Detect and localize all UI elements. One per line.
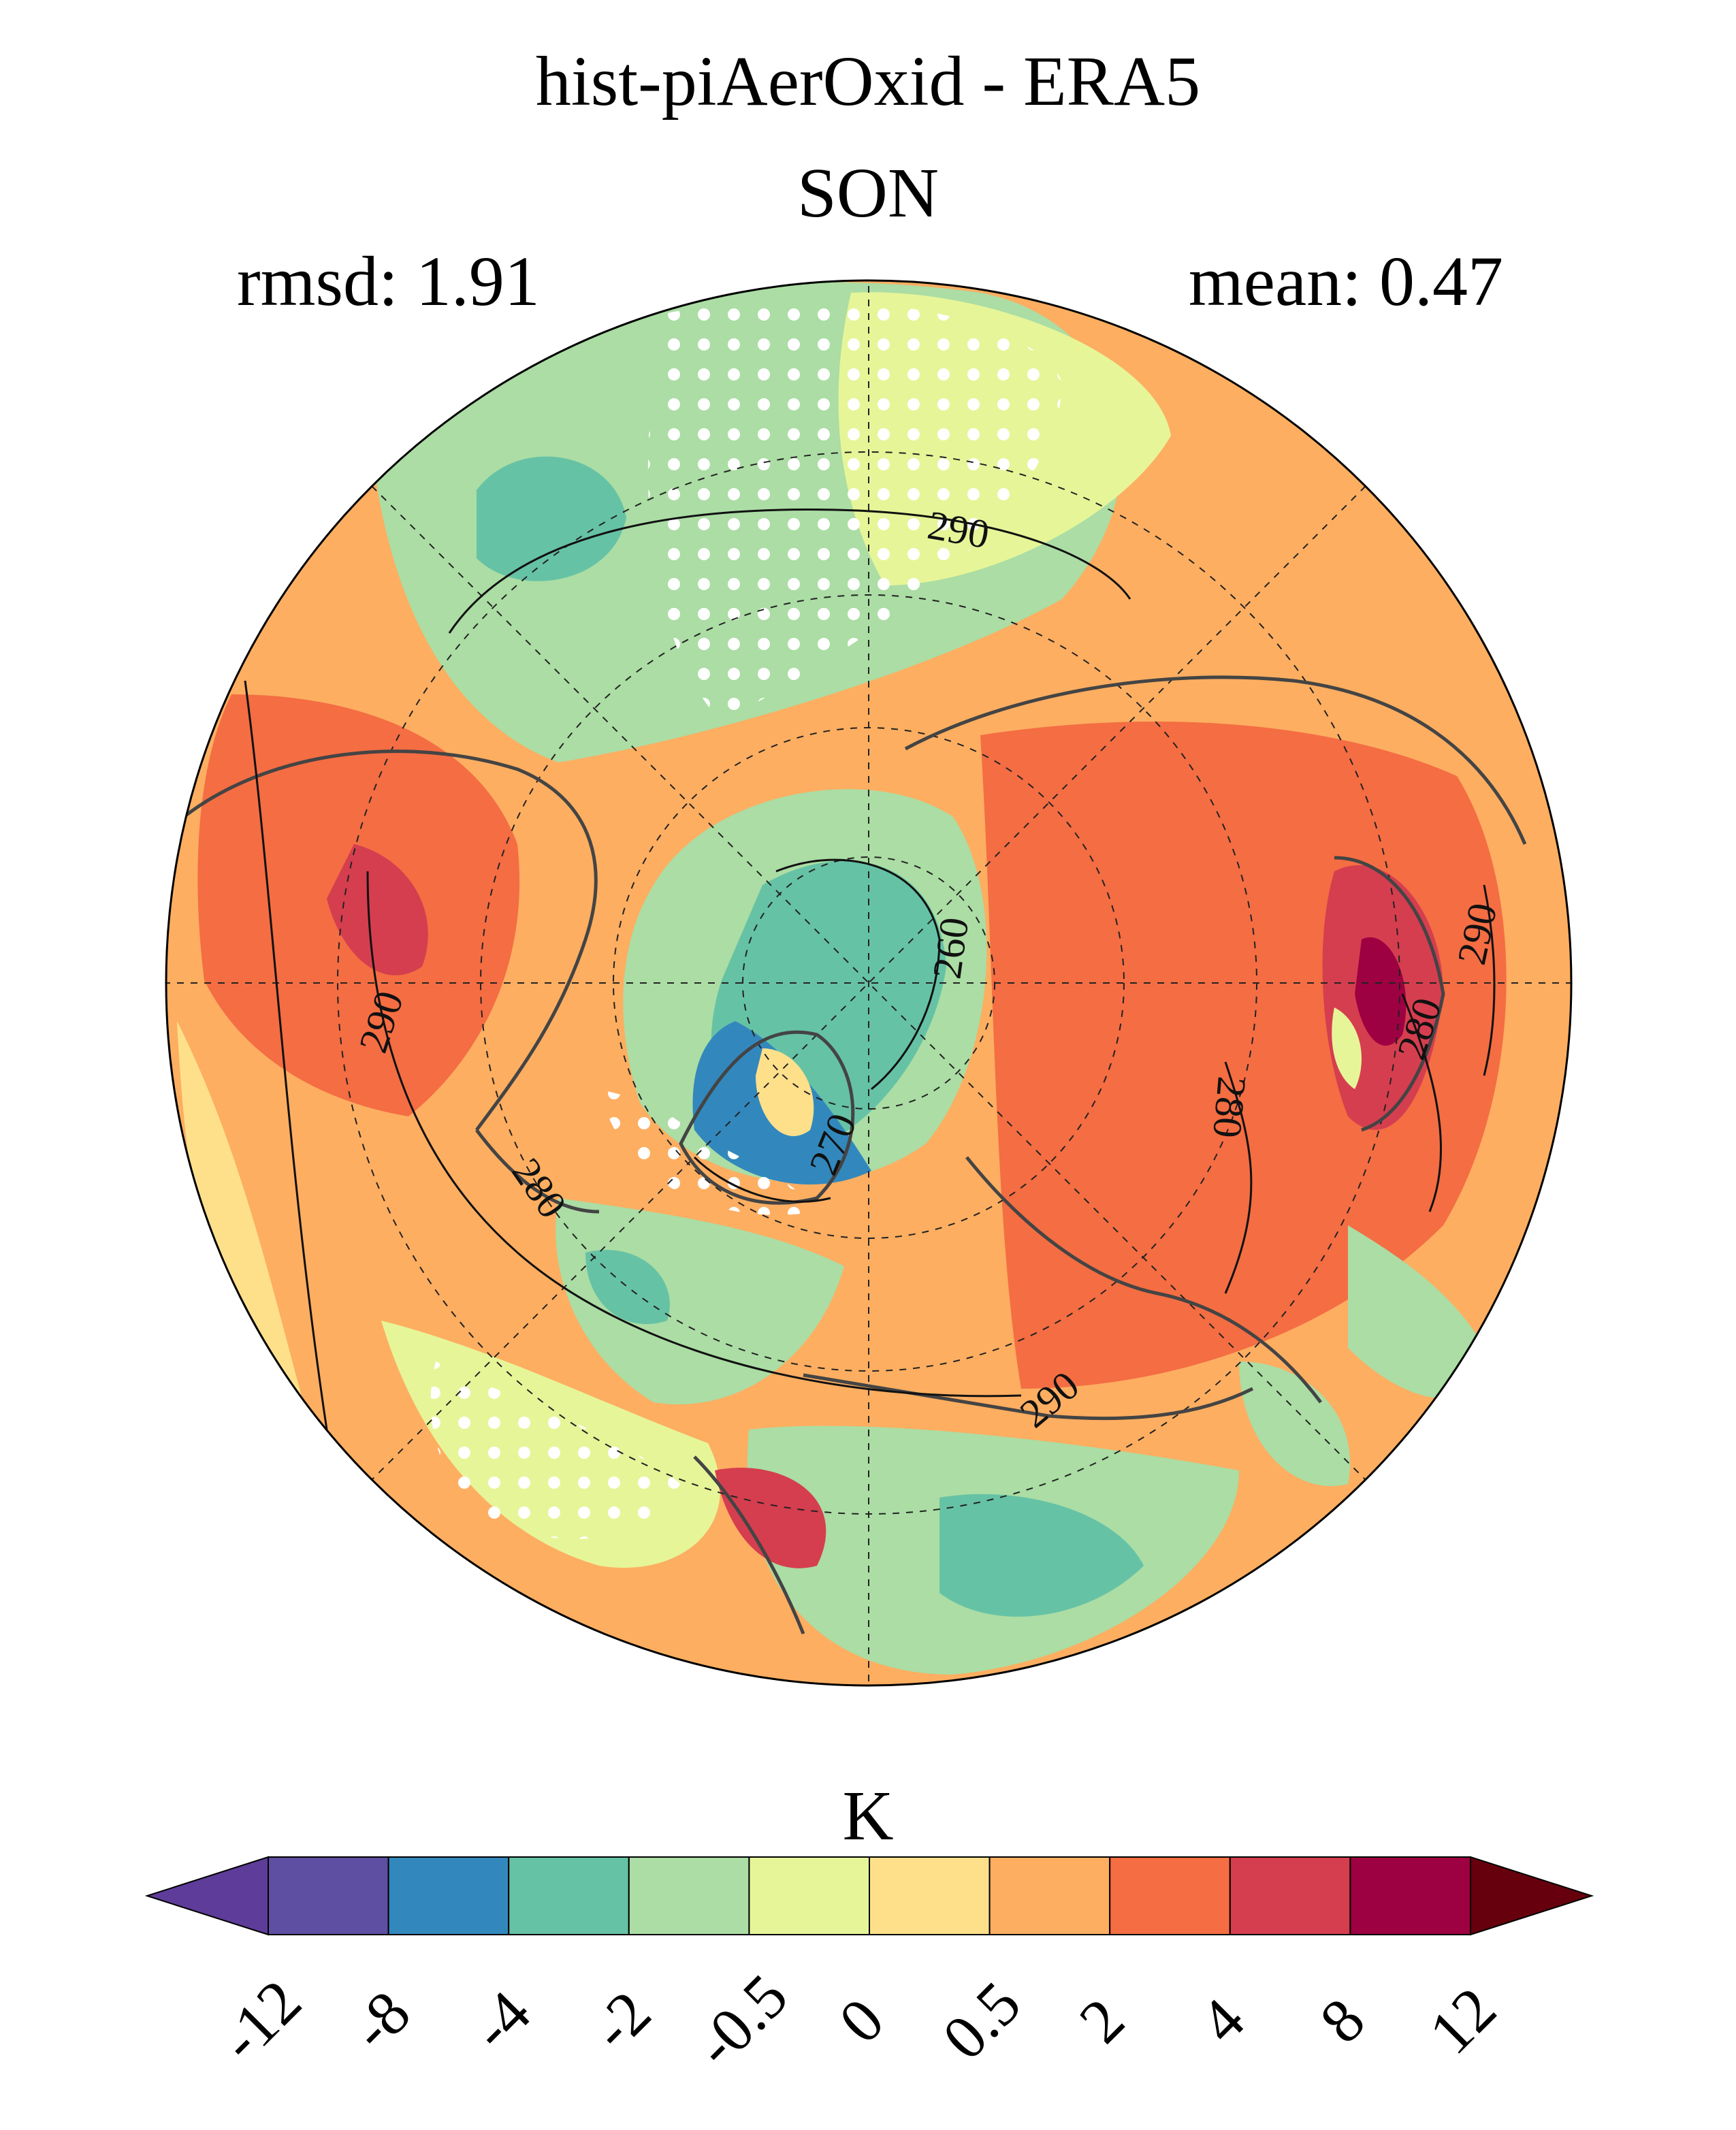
colorbar-tick-label: -12	[206, 1967, 315, 2075]
colorbar-bin	[268, 1856, 389, 1935]
anomaly-region-atlantic-core	[585, 1250, 670, 1325]
rmsd-label: rmsd: 1.91	[237, 242, 540, 321]
contour-label: 260	[925, 914, 978, 981]
stippling-atlantic	[430, 1361, 681, 1539]
colorbar-extend-low	[144, 1856, 269, 1936]
colorbar-tick-label: 12	[1415, 1973, 1509, 2067]
colorbar-bin	[1229, 1856, 1351, 1935]
colorbar-tick-label: 2	[1066, 1985, 1138, 2056]
colorbar-bins	[144, 1856, 1594, 1936]
anomaly-region-greenland	[756, 1048, 814, 1136]
colorbar-tick-labels: -12 -8 -4 -2 -0.5 0 0.5 2 4 8 12	[206, 1961, 1509, 2080]
anomaly-region-west-hot	[327, 844, 428, 975]
colorbar-unit-label: K	[842, 1777, 894, 1855]
colorbar-tick-label: -2	[578, 1978, 664, 2063]
map-boundary	[165, 279, 1573, 1687]
anomaly-region-tibet-hot	[1355, 937, 1407, 1046]
colorbar-extend-high	[1470, 1856, 1594, 1936]
anomaly-region-atlantic	[556, 1198, 844, 1405]
colorbar-tick-label: 0	[826, 1985, 897, 2056]
anomaly-region-middle-east	[1239, 1361, 1351, 1487]
colorbar-tick-label: -4	[457, 1978, 543, 2063]
anomaly-region-tibet-yellow	[1332, 1007, 1362, 1089]
colorbar-bin	[628, 1856, 750, 1935]
colorbar-tick-label: 0.5	[929, 1968, 1033, 2072]
colorbar-bin	[508, 1856, 630, 1935]
colorbar-tick-label: -0.5	[681, 1961, 801, 2080]
anomaly-region-pacific-core	[477, 456, 626, 581]
colorbar-bin	[387, 1856, 510, 1935]
anomaly-region-east-asia	[1348, 1225, 1498, 1399]
colorbar-bin	[748, 1856, 871, 1935]
colorbar-bin	[1349, 1856, 1472, 1935]
polar-map: 290 290 260 270 280 280 280 290 290	[165, 279, 1573, 1687]
colorbar-bin	[1109, 1856, 1231, 1935]
contour-label: 290	[925, 502, 993, 558]
mean-label: mean: 0.47	[1188, 242, 1503, 321]
colorbar-bin	[869, 1856, 991, 1935]
map-fill	[166, 280, 1571, 1685]
colorbar-bin	[988, 1856, 1111, 1935]
anomaly-region-sahara-core	[939, 1494, 1144, 1617]
anomaly-region-west-yellow	[177, 1021, 320, 1464]
colorbar-tick-label: 4	[1187, 1985, 1258, 2056]
season-label: SON	[797, 154, 939, 232]
colorbar-tick-label: -8	[338, 1978, 423, 2063]
colorbar-tick-label: 8	[1306, 1985, 1378, 2056]
map-title: hist-piAerOxid - ERA5	[535, 42, 1201, 120]
anomaly-region-africa-coast	[715, 1468, 826, 1568]
contour-label: 280	[1204, 1075, 1255, 1140]
coastlines	[182, 675, 1527, 1634]
